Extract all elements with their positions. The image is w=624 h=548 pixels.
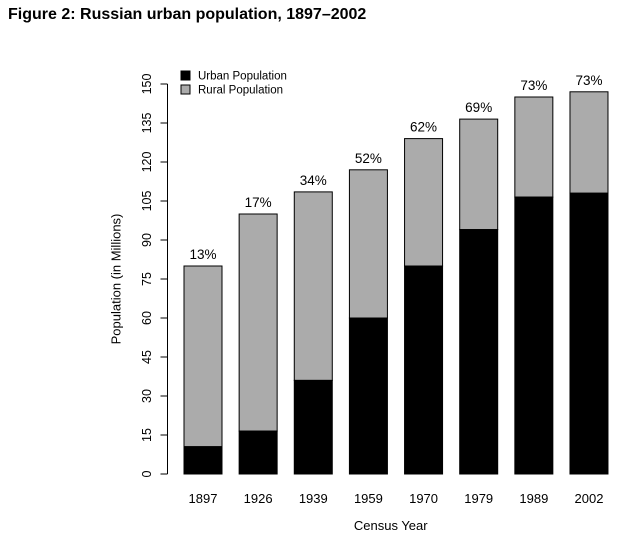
y-axis-tick-label-150: 150 bbox=[140, 74, 154, 95]
legend-label-urban-population: Urban Population bbox=[198, 71, 287, 83]
y-axis-tick-label-105: 105 bbox=[140, 191, 154, 212]
rural-segment-1970 bbox=[404, 138, 444, 267]
urban-segment-1939 bbox=[293, 379, 333, 475]
x-axis-title: Census Year bbox=[354, 518, 428, 533]
rural-segment-1979 bbox=[459, 118, 499, 231]
y-axis-tick-label-30: 30 bbox=[140, 389, 154, 403]
legend-swatch-urban-population bbox=[180, 70, 191, 81]
x-axis-category-label-1939: 1939 bbox=[299, 491, 328, 506]
urban-percent-label-2002: 73% bbox=[575, 73, 602, 88]
x-axis-category-label-2002: 2002 bbox=[575, 491, 604, 506]
y-axis-tick-label-60: 60 bbox=[140, 311, 154, 325]
y-axis-tick-label-75: 75 bbox=[140, 272, 154, 286]
urban-percent-label-1926: 17% bbox=[245, 195, 272, 210]
urban-segment-2002 bbox=[569, 192, 609, 475]
urban-segment-1989 bbox=[514, 196, 554, 475]
rural-segment-1959 bbox=[348, 169, 388, 319]
rural-segment-1926 bbox=[238, 213, 278, 432]
urban-percent-label-1989: 73% bbox=[520, 78, 547, 93]
rural-segment-1939 bbox=[293, 191, 333, 381]
x-axis-category-label-1970: 1970 bbox=[409, 491, 438, 506]
rural-segment-1989 bbox=[514, 96, 554, 198]
urban-percent-label-1959: 52% bbox=[355, 151, 382, 166]
y-axis-tick-label-45: 45 bbox=[140, 350, 154, 364]
y-axis-tick-label-0: 0 bbox=[140, 470, 154, 477]
legend-label-rural-population: Rural Population bbox=[198, 85, 283, 97]
x-axis-category-label-1979: 1979 bbox=[464, 491, 493, 506]
rural-segment-2002 bbox=[569, 91, 609, 194]
y-axis-tick-label-90: 90 bbox=[140, 233, 154, 247]
figure-title: Figure 2: Russian urban population, 1897… bbox=[8, 6, 367, 23]
urban-percent-label-1939: 34% bbox=[300, 173, 327, 188]
urban-percent-label-1970: 62% bbox=[410, 120, 437, 135]
y-axis-title: Population (in Millions) bbox=[109, 214, 124, 345]
x-axis-category-label-1897: 1897 bbox=[189, 491, 218, 506]
x-axis-category-label-1959: 1959 bbox=[354, 491, 383, 506]
legend-swatch-rural-population bbox=[180, 84, 191, 95]
urban-segment-1926 bbox=[238, 430, 278, 475]
urban-segment-1897 bbox=[183, 446, 223, 475]
urban-percent-label-1897: 13% bbox=[189, 247, 216, 262]
x-axis-category-label-1926: 1926 bbox=[244, 491, 273, 506]
urban-segment-1959 bbox=[348, 317, 388, 475]
x-axis-category-label-1989: 1989 bbox=[519, 491, 548, 506]
urban-segment-1970 bbox=[404, 265, 444, 475]
y-axis-tick-label-135: 135 bbox=[140, 113, 154, 134]
rural-segment-1897 bbox=[183, 265, 223, 448]
y-axis-tick-label-15: 15 bbox=[140, 428, 154, 442]
urban-segment-1979 bbox=[459, 229, 499, 475]
y-axis-tick-label-120: 120 bbox=[140, 152, 154, 173]
urban-percent-label-1979: 69% bbox=[465, 100, 492, 115]
